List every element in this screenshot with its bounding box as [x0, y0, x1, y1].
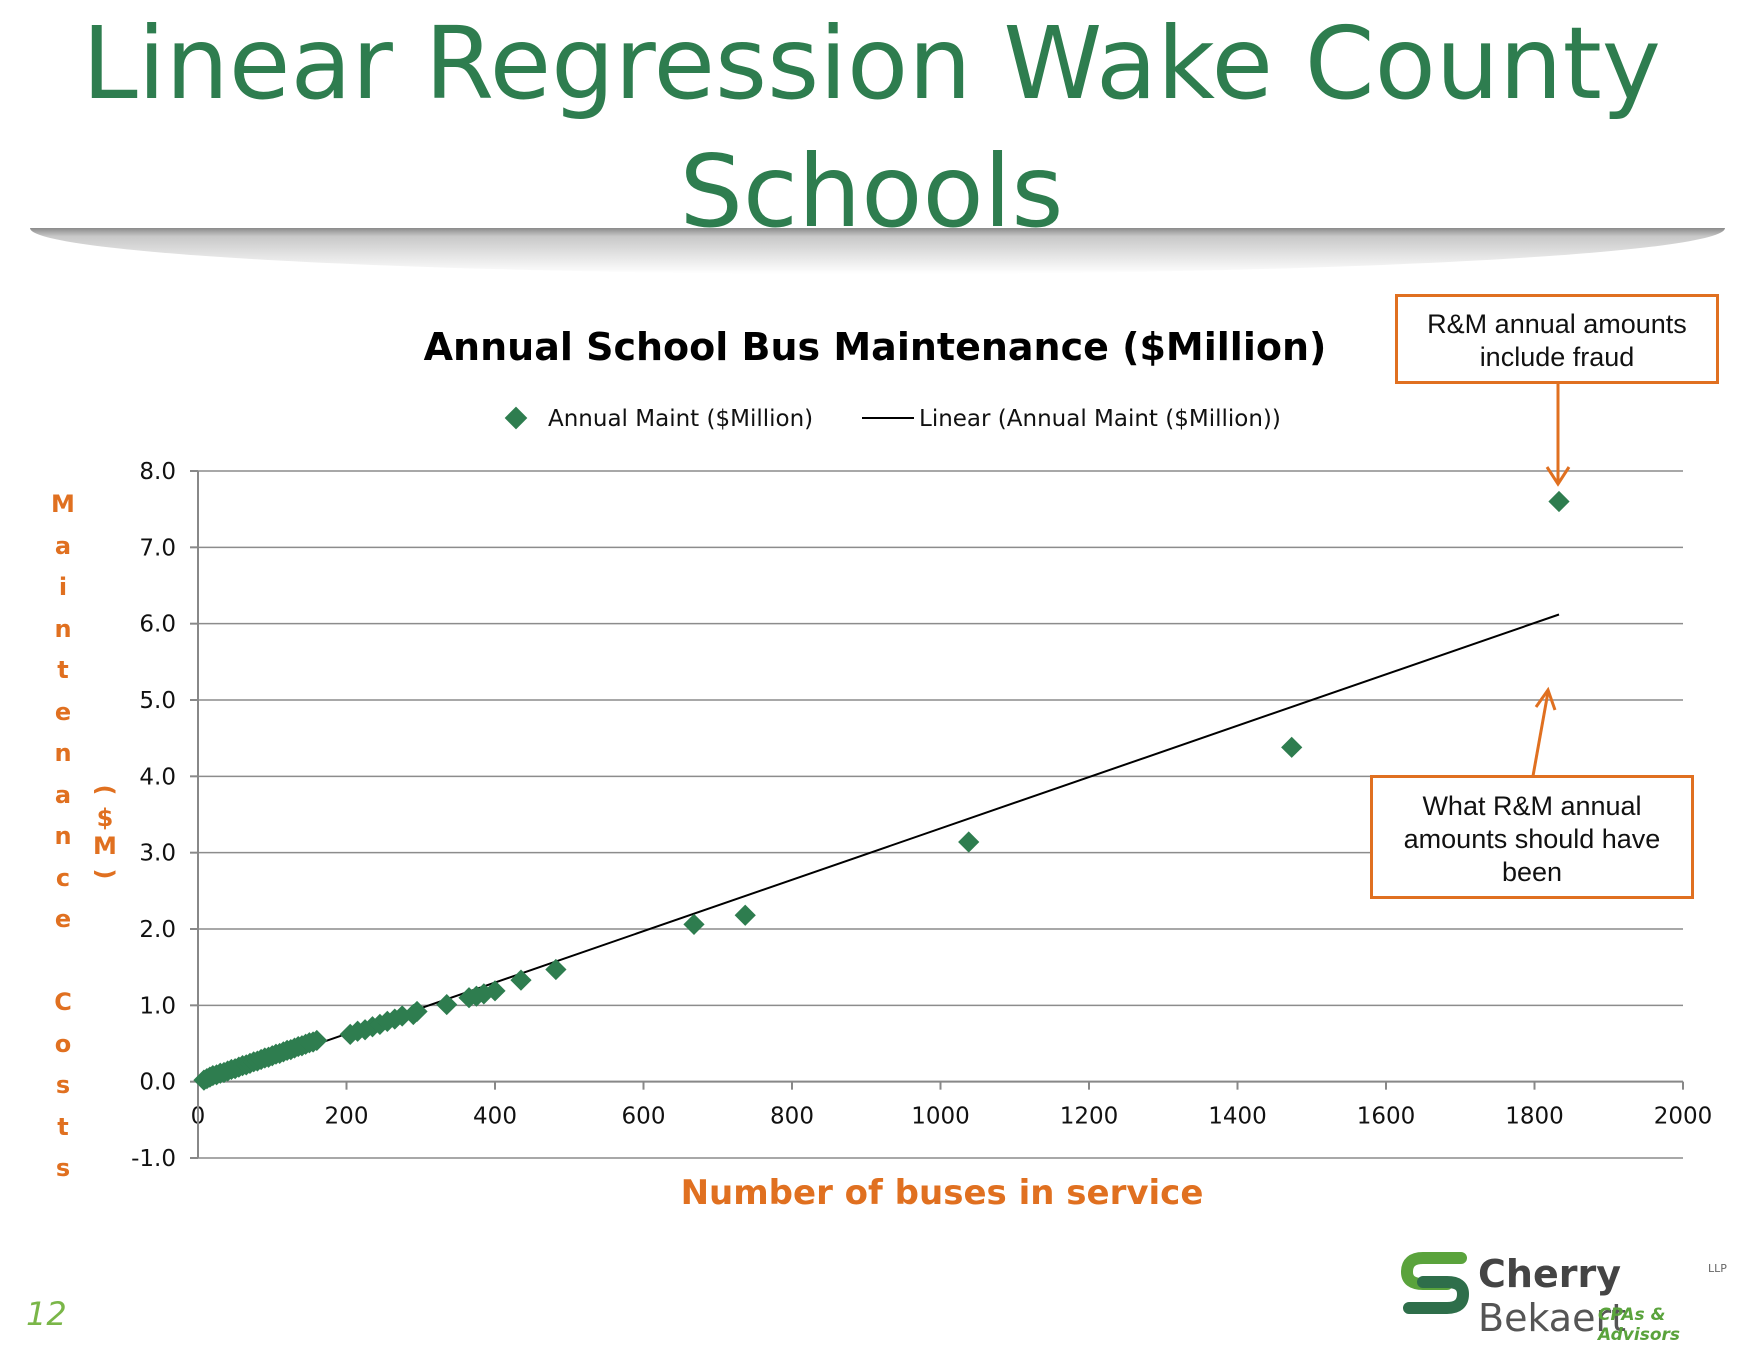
slide-title: Linear Regression Wake County Schools — [0, 0, 1743, 256]
callout-fraud-line-2: include fraud — [1479, 342, 1635, 372]
x-tick-label-7: 1400 — [1208, 1104, 1267, 1130]
logo-mark-icon — [1401, 1252, 1469, 1314]
legend-marker-diamond — [504, 406, 528, 430]
logo-tagline: CPAs & Advisors — [1598, 1305, 1681, 1345]
callout-expected-line-2: amounts should have — [1403, 824, 1661, 854]
y-axis-label-char-11 — [46, 941, 80, 983]
fraud-arrow-head — [1545, 466, 1571, 487]
y-axis-label-char-7: a — [54, 780, 72, 809]
callout-expected-line-3: been — [1501, 857, 1563, 887]
y-tick-label-7: 6.0 — [139, 612, 176, 638]
logo-wordmark: Cherry Bekaert — [1478, 1252, 1743, 1340]
legend-label-series: Annual Maint ($Million) — [548, 406, 813, 432]
y-axis-label-char-14: s — [55, 1071, 71, 1099]
slide-title-line-2: Schools — [679, 133, 1064, 250]
x-tick-label-9: 1800 — [1505, 1104, 1564, 1130]
logo-name-light: Bekaert — [1478, 1296, 1626, 1340]
y-axis-label-char-1: a — [54, 531, 72, 560]
data-point-51 — [958, 831, 980, 853]
data-point-53 — [1548, 490, 1570, 513]
y-axis-label-char-9: c — [55, 863, 71, 892]
slide-number: 12 — [26, 1295, 67, 1333]
callout-arrows — [1531, 384, 1571, 777]
callout-expected-line-1: What R&M annual — [1422, 791, 1642, 821]
data-point-50 — [734, 904, 756, 926]
trendline — [203, 613, 1560, 1085]
x-tick-label-1: 200 — [325, 1104, 369, 1130]
data-points — [193, 490, 1570, 1091]
y-axis-unit-label: ( $ M) — [88, 776, 122, 888]
y-tick-label-3: 2.0 — [139, 917, 176, 943]
y-axis-label-char-5: e — [54, 697, 72, 726]
x-tick-label-3: 600 — [622, 1104, 666, 1130]
expected-arrow-shaft — [1531, 691, 1550, 777]
y-axis-label-char-6: n — [54, 739, 72, 767]
y-tick-label-2: 1.0 — [139, 993, 176, 1019]
trendline-group — [203, 613, 1560, 1085]
x-tick-label-2: 400 — [473, 1104, 517, 1130]
y-axis-unit-char-0: ( — [91, 784, 119, 796]
slide-title-line-1: Linear Regression Wake County — [82, 5, 1661, 122]
x-tick-label-8: 1600 — [1357, 1104, 1416, 1130]
y-axis-unit-char-3: ) — [91, 868, 119, 880]
y-axis-label-char-3: n — [54, 614, 72, 643]
y-tick-label-0: -1.0 — [131, 1146, 176, 1172]
callout-expected: What R&M annual amounts should have been — [1370, 775, 1694, 899]
y-axis-label-char-8: n — [54, 822, 72, 850]
y-tick-label-8: 7.0 — [139, 535, 176, 561]
y-tick-label-5: 4.0 — [139, 764, 176, 790]
x-tick-label-10: 2000 — [1654, 1104, 1713, 1130]
x-axis-label: Number of buses in service — [681, 1173, 1204, 1213]
logo-name-bold: Cherry — [1478, 1252, 1621, 1296]
data-point-52 — [1281, 736, 1303, 758]
y-axis-label-char-2: i — [58, 573, 68, 601]
y-axis-label-char-0: M — [51, 490, 75, 518]
y-axis-label-char-16: s — [55, 1154, 71, 1182]
data-point-42 — [436, 993, 458, 1016]
y-axis-label-char-4: t — [57, 656, 69, 684]
y-axis-unit-char-1: $ — [96, 804, 114, 832]
logo-suffix: LLP — [1708, 1262, 1727, 1275]
y-axis-unit-char-2: M — [93, 832, 117, 860]
y-axis-tick-labels: -1.0 0.0 1.0 2.0 3.0 4.0 5.0 6.0 7.0 8.0 — [131, 459, 176, 1172]
data-point-47 — [510, 969, 532, 991]
x-tick-label-4: 800 — [770, 1104, 814, 1130]
y-axis-label-char-13: o — [54, 1029, 72, 1058]
data-point-49 — [683, 913, 705, 936]
y-axis-label-char-15: t — [57, 1112, 69, 1141]
legend: Annual Maint ($Million) Linear (Annual M… — [504, 406, 1281, 432]
data-point-48 — [545, 958, 567, 981]
data-point-46 — [484, 980, 506, 1002]
legend-label-trend: Linear (Annual Maint ($Million)) — [919, 406, 1281, 432]
x-tick-label-5: 1000 — [911, 1104, 970, 1130]
y-axis-label-char-12: C — [54, 988, 72, 1016]
callout-fraud: R&M annual amounts include fraud — [1395, 294, 1719, 384]
callout-fraud-line-1: R&M annual amounts — [1427, 309, 1687, 339]
y-tick-label-4: 3.0 — [139, 841, 176, 867]
y-tick-label-9: 8.0 — [139, 459, 176, 485]
y-tick-label-1: 0.0 — [139, 1070, 176, 1096]
x-tick-label-6: 1200 — [1060, 1104, 1119, 1130]
data-point-41 — [406, 1000, 428, 1023]
y-axis-label-char-10: e — [54, 905, 72, 933]
chart-title: Annual School Bus Maintenance ($Million) — [424, 325, 1327, 369]
y-tick-label-6: 5.0 — [139, 688, 176, 714]
expected-arrow-head — [1534, 686, 1557, 711]
